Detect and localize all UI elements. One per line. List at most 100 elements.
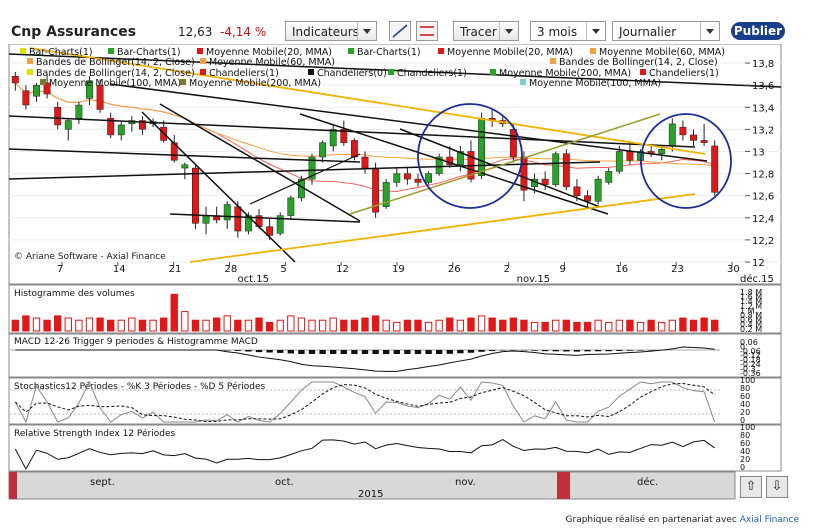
period-select[interactable]: 3 mois xyxy=(530,21,606,41)
volume-bar xyxy=(75,319,83,332)
volume-bar xyxy=(456,319,465,332)
volume-bar xyxy=(477,315,486,332)
legend-swatch xyxy=(490,69,496,75)
stoch-tick-label: 0 xyxy=(740,416,745,425)
volume-bar xyxy=(668,319,676,332)
candle-body xyxy=(350,140,358,158)
rsi-plot xyxy=(14,439,715,471)
volume-tick-label: 1.8 M xyxy=(740,288,762,297)
x-tick-label: 19 xyxy=(392,264,405,275)
scroll-down-button[interactable]: ⇩ xyxy=(766,476,788,498)
volume-bar xyxy=(488,317,496,332)
chart-area[interactable]: 12 12,2 12,4 12,6 12,8 13 13,2 13,4 13,6 13,8 7 14… xyxy=(0,43,813,504)
last-price: 12,63 xyxy=(178,25,213,39)
volume-bar xyxy=(202,319,210,332)
navigator-month-label: oct. xyxy=(275,477,294,488)
volume-bar xyxy=(287,315,295,332)
line-tool-icon[interactable] xyxy=(389,21,411,41)
draw-label: Tracer xyxy=(460,25,497,39)
volume-bar xyxy=(594,319,602,332)
trendline-yellow xyxy=(189,193,696,263)
trendline xyxy=(249,153,361,205)
navigator-month-label: déc. xyxy=(637,476,658,488)
legend-item: Moyenne Mobile(100, MMA) xyxy=(529,78,661,89)
legend-item: Moyenne Mobile(20, MMA) xyxy=(206,47,332,58)
navigator-left-handle[interactable] xyxy=(9,472,17,499)
trendline xyxy=(8,148,361,163)
macd-hist-bar xyxy=(393,350,400,354)
footer-link[interactable]: Axial Finance xyxy=(739,515,799,525)
stoch-d-line xyxy=(14,382,716,423)
macd-hist-bar xyxy=(319,350,326,354)
draw-dropdown[interactable]: Tracer xyxy=(453,21,519,41)
interval-select[interactable]: Journalier xyxy=(612,21,720,41)
macd-line xyxy=(15,346,715,372)
candle-body xyxy=(266,226,274,236)
volume-bar xyxy=(223,315,231,332)
candle-body xyxy=(668,123,676,147)
legend-item: Bandes de Bollinger(14, 2, Close) xyxy=(36,57,195,68)
macd-hist-bar xyxy=(552,350,559,352)
macd-hist-bar xyxy=(383,350,390,354)
candle-body xyxy=(711,145,719,193)
chevron-down-icon xyxy=(357,22,376,40)
macd-hist-bar xyxy=(245,350,252,352)
legend-swatch xyxy=(40,79,46,85)
candle-body xyxy=(435,156,443,174)
trendline xyxy=(109,83,708,162)
candle-body xyxy=(308,156,316,180)
navigator-right-handle[interactable] xyxy=(557,472,570,499)
legend-item: Moyenne Mobile(60, MMA) xyxy=(209,57,335,68)
period-value: 3 mois xyxy=(537,25,578,39)
y-tick-label: 12,6 xyxy=(752,192,774,203)
legend-item: Bandes de Bollinger(14, 2, Close) xyxy=(36,68,195,79)
volume-tick-label: 0.4 M xyxy=(740,320,762,329)
volume-tick-label: 0.6 M xyxy=(740,316,762,325)
volume-bar xyxy=(626,319,634,332)
price-y-axis: 12 12,2 12,4 12,6 12,8 13 13,2 13,4 13,6 13,8 xyxy=(745,59,774,269)
trendline xyxy=(8,53,782,88)
candle-body xyxy=(509,129,517,158)
volume-bar xyxy=(371,315,380,332)
interval-value: Journalier xyxy=(619,25,677,39)
macd-tick-label: 0 xyxy=(740,342,745,351)
macd-hist-bar xyxy=(425,350,432,354)
candle-body xyxy=(626,151,634,161)
stoch-tick-label: 20 xyxy=(740,408,750,417)
candle-body xyxy=(340,129,348,143)
x-tick-label: 26 xyxy=(448,264,461,275)
legend-item: Chandeliers(1) xyxy=(209,68,279,79)
candle-body xyxy=(139,120,146,130)
scroll-up-button[interactable]: ⇧ xyxy=(740,476,762,498)
candle-body xyxy=(64,120,72,130)
macd-hist-bar xyxy=(436,350,443,354)
candle-body xyxy=(700,140,708,143)
navigator[interactable] xyxy=(8,471,736,500)
macd-hist-bar xyxy=(277,350,284,353)
macd-tick-label: -0.24 xyxy=(740,360,761,369)
publish-button[interactable]: Publier xyxy=(731,22,785,40)
volume-tick-label: 1.6 M xyxy=(740,293,762,302)
navigator-labels: sept. oct. nov. déc. 2015 xyxy=(90,476,658,500)
macd-tick-label: -0.12 xyxy=(740,351,761,360)
y-tick-label: 12,4 xyxy=(752,214,774,225)
volume-bar xyxy=(658,321,666,332)
macd-hist-bar xyxy=(457,350,464,354)
legend-item: Bandes de Bollinger(14, 2, Close) xyxy=(559,57,718,68)
candle-body xyxy=(393,173,401,183)
volume-y-axis: 1.8 M1.6 M1.4 M1.2 M1 M0.8 M0.6 M0.4 M0.… xyxy=(740,288,762,334)
candle-body xyxy=(615,151,623,172)
legend-group: Bar-Charts(1) Bar-Charts(1) Moyenne Mobile… xyxy=(20,47,725,89)
legend-swatch xyxy=(180,79,186,85)
candle-body xyxy=(86,80,93,99)
rsi-tick-label: 100 xyxy=(740,423,755,432)
stochastics-panel-frame xyxy=(8,377,782,425)
volume-bar xyxy=(159,317,168,332)
volume-tick-label: 0.2 M xyxy=(740,325,762,334)
legend-swatch xyxy=(197,48,203,54)
macd-hist-bar xyxy=(287,350,294,354)
macd-hist-bar xyxy=(637,350,644,351)
stoch-k-line xyxy=(14,380,716,424)
horizontal-line-tool-icon[interactable] xyxy=(416,21,438,41)
indicators-dropdown[interactable]: Indicateurs xyxy=(285,21,377,41)
